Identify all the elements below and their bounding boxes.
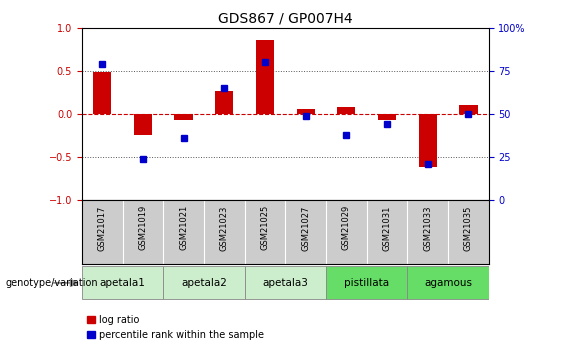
Text: GSM21035: GSM21035	[464, 205, 473, 250]
Bar	[175, 114, 193, 120]
Text: agamous: agamous	[424, 278, 472, 288]
Text: GSM21021: GSM21021	[179, 205, 188, 250]
Bar	[297, 109, 315, 114]
Text: GSM21025: GSM21025	[260, 205, 270, 250]
FancyBboxPatch shape	[82, 266, 163, 299]
Text: apetala3: apetala3	[262, 278, 308, 288]
Text: GSM21031: GSM21031	[383, 205, 392, 250]
Text: genotype/variation: genotype/variation	[6, 278, 98, 288]
Bar	[93, 72, 111, 114]
FancyBboxPatch shape	[407, 266, 489, 299]
Text: apetala2: apetala2	[181, 278, 227, 288]
Bar	[419, 114, 437, 167]
Bar	[215, 91, 233, 114]
Text: GSM21017: GSM21017	[98, 205, 107, 250]
Text: GSM21029: GSM21029	[342, 205, 351, 250]
FancyBboxPatch shape	[163, 266, 245, 299]
Bar	[337, 107, 355, 114]
Text: GSM21019: GSM21019	[138, 205, 147, 250]
Text: GSM21027: GSM21027	[301, 205, 310, 250]
Bar	[256, 40, 274, 114]
Text: apetala1: apetala1	[99, 278, 146, 288]
Bar	[378, 114, 396, 120]
Title: GDS867 / GP007H4: GDS867 / GP007H4	[218, 11, 353, 25]
Bar	[134, 114, 152, 136]
Legend: log ratio, percentile rank within the sample: log ratio, percentile rank within the sa…	[87, 315, 264, 340]
Text: GSM21023: GSM21023	[220, 205, 229, 250]
Bar	[459, 105, 477, 114]
FancyBboxPatch shape	[326, 266, 407, 299]
Text: pistillata: pistillata	[344, 278, 389, 288]
FancyBboxPatch shape	[245, 266, 326, 299]
Text: GSM21033: GSM21033	[423, 205, 432, 251]
